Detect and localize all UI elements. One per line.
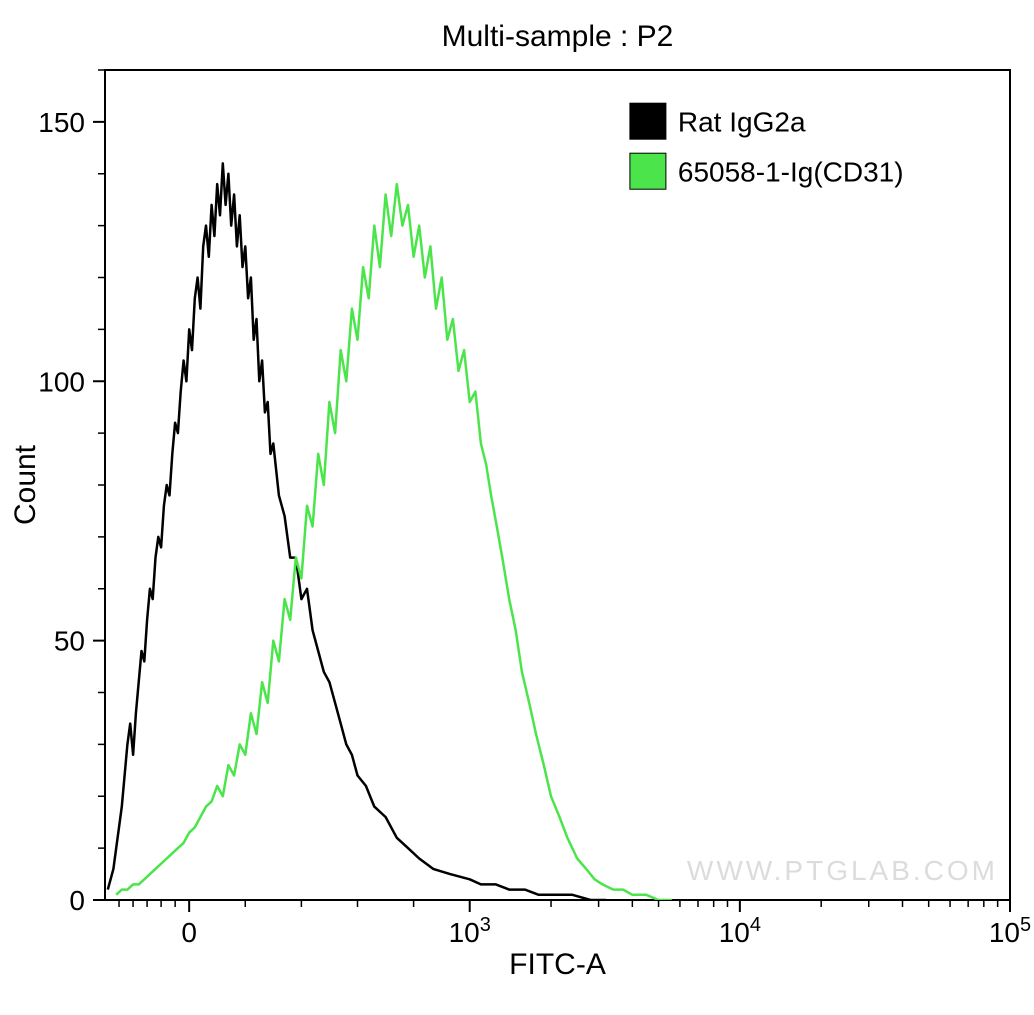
svg-text:105: 105 — [989, 914, 1031, 948]
svg-text:0: 0 — [181, 917, 197, 948]
svg-text:Count: Count — [9, 444, 42, 525]
svg-text:100: 100 — [38, 366, 85, 397]
svg-text:WWW.PTGLAB.COM: WWW.PTGLAB.COM — [687, 855, 998, 886]
histogram-chart: 0 50 100 150 0 103 104 105 Multi-sample : P2 FITC… — [0, 0, 1034, 1015]
svg-text:103: 103 — [449, 914, 491, 948]
svg-text:0: 0 — [69, 885, 85, 916]
svg-text:50: 50 — [54, 626, 85, 657]
svg-text:104: 104 — [719, 914, 761, 948]
svg-text:Multi-sample : P2: Multi-sample : P2 — [442, 20, 674, 53]
svg-text:150: 150 — [38, 107, 85, 138]
svg-text:FITC-A: FITC-A — [509, 948, 606, 981]
svg-text:65058-1-Ig(CD31): 65058-1-Ig(CD31) — [678, 156, 904, 187]
svg-text:Rat IgG2a: Rat IgG2a — [678, 106, 806, 137]
